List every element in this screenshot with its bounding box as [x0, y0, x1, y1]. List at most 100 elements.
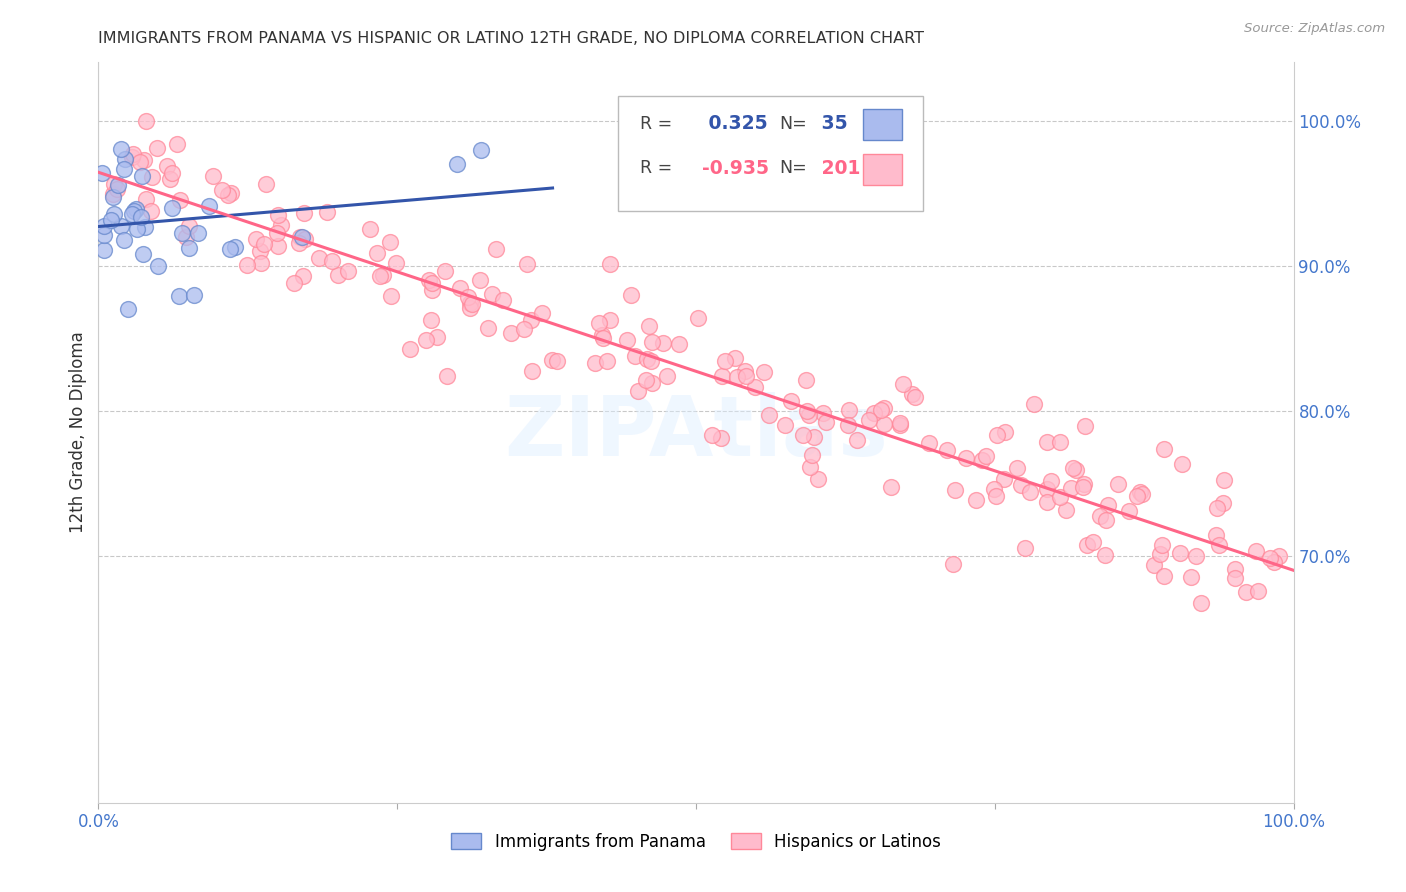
Point [638, 319, 661, 334]
Point [901, 387, 924, 401]
Point [131, 169, 153, 183]
Point [457, 290, 479, 304]
Point [813, 406, 835, 420]
Point [837, 417, 859, 432]
Point [103, 177, 125, 191]
Point [159, 172, 181, 186]
Point [141, 204, 163, 219]
Point [292, 269, 315, 284]
Point [955, 450, 977, 465]
Point [1049, 435, 1071, 450]
Point [337, 264, 360, 278]
Point [122, 203, 145, 218]
Point [288, 235, 311, 250]
Point [1234, 584, 1257, 599]
Point [499, 326, 522, 340]
Point [135, 193, 157, 207]
Point [889, 417, 911, 431]
Point [1035, 482, 1057, 496]
Point [359, 222, 381, 236]
Point [290, 230, 312, 244]
Point [101, 190, 124, 204]
Point [541, 353, 564, 368]
Point [468, 273, 491, 287]
Point [198, 199, 221, 213]
Point [1149, 547, 1171, 561]
Point [368, 269, 391, 284]
Point [616, 334, 638, 348]
Point [725, 370, 748, 384]
Point [641, 334, 664, 349]
Point [117, 301, 139, 316]
Point [1094, 548, 1116, 562]
FancyBboxPatch shape [863, 109, 901, 140]
Point [436, 369, 458, 384]
Point [943, 483, 966, 497]
Point [588, 316, 610, 330]
Point [862, 406, 884, 420]
Legend: Immigrants from Panama, Hispanics or Latinos: Immigrants from Panama, Hispanics or Lat… [444, 826, 948, 857]
Point [252, 237, 274, 252]
Point [224, 240, 246, 254]
Point [236, 258, 259, 272]
Point [889, 417, 911, 432]
Point [458, 301, 481, 315]
Point [1095, 513, 1118, 527]
Point [734, 364, 756, 378]
Point [179, 241, 201, 255]
Point [986, 428, 1008, 442]
Point [520, 313, 543, 327]
Point [294, 206, 316, 220]
Point [267, 208, 290, 222]
Point [620, 287, 643, 301]
Point [141, 169, 163, 184]
Point [266, 226, 288, 240]
Point [160, 201, 183, 215]
Point [134, 153, 156, 167]
Point [904, 390, 927, 404]
Point [710, 431, 733, 445]
Point [101, 187, 124, 202]
Point [1126, 489, 1149, 503]
Point [796, 404, 818, 418]
Point [1244, 543, 1267, 558]
Point [129, 210, 152, 224]
Point [1073, 419, 1095, 434]
Point [780, 394, 803, 409]
Point [918, 436, 941, 450]
Point [935, 442, 957, 457]
Point [366, 245, 388, 260]
Point [1223, 571, 1246, 585]
Point [966, 492, 988, 507]
Point [315, 205, 337, 219]
Point [591, 328, 613, 343]
Point [1010, 478, 1032, 492]
Point [657, 369, 679, 384]
Text: IMMIGRANTS FROM PANAMA VS HISPANIC OR LATINO 12TH GRADE, NO DIPLOMA CORRELATION : IMMIGRANTS FROM PANAMA VS HISPANIC OR LA… [98, 31, 924, 46]
Point [627, 384, 650, 399]
Point [1049, 490, 1071, 504]
Point [814, 415, 837, 429]
Point [1081, 534, 1104, 549]
Point [1097, 498, 1119, 512]
Point [103, 206, 125, 220]
Point [583, 356, 606, 370]
Point [1107, 477, 1129, 491]
Point [477, 321, 499, 335]
Point [219, 186, 242, 200]
Point [513, 322, 536, 336]
Point [399, 343, 422, 357]
Point [1073, 476, 1095, 491]
Point [418, 273, 440, 287]
Point [1076, 538, 1098, 552]
Point [993, 472, 1015, 486]
Point [1036, 435, 1059, 450]
Point [522, 364, 544, 378]
Point [838, 402, 860, 417]
Point [187, 226, 209, 240]
Point [1153, 442, 1175, 456]
Point [160, 166, 183, 180]
Point [1205, 528, 1227, 542]
Text: Source: ZipAtlas.com: Source: ZipAtlas.com [1244, 22, 1385, 36]
Point [470, 143, 492, 157]
